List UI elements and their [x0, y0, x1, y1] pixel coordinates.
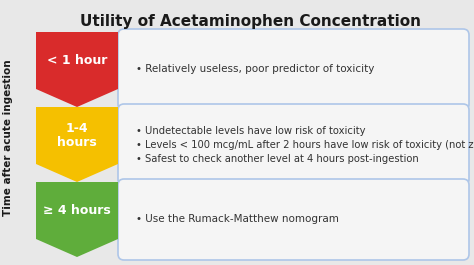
Text: 1-4
hours: 1-4 hours	[57, 121, 97, 149]
FancyBboxPatch shape	[118, 104, 469, 185]
Text: Time after acute ingestion: Time after acute ingestion	[3, 59, 13, 216]
Text: < 1 hour: < 1 hour	[47, 54, 107, 67]
FancyBboxPatch shape	[118, 179, 469, 260]
FancyBboxPatch shape	[118, 29, 469, 110]
Polygon shape	[36, 32, 118, 107]
Text: • Use the Rumack-Matthew nomogram: • Use the Rumack-Matthew nomogram	[136, 214, 339, 224]
Text: • Undetectable levels have low risk of toxicity
• Levels < 100 mcg/mL after 2 ho: • Undetectable levels have low risk of t…	[136, 126, 474, 164]
Text: Utility of Acetaminophen Concentration: Utility of Acetaminophen Concentration	[81, 14, 421, 29]
Polygon shape	[36, 182, 118, 257]
Text: ≥ 4 hours: ≥ 4 hours	[43, 204, 111, 217]
Polygon shape	[36, 107, 118, 182]
Text: • Relatively useless, poor predictor of toxicity: • Relatively useless, poor predictor of …	[136, 64, 374, 74]
